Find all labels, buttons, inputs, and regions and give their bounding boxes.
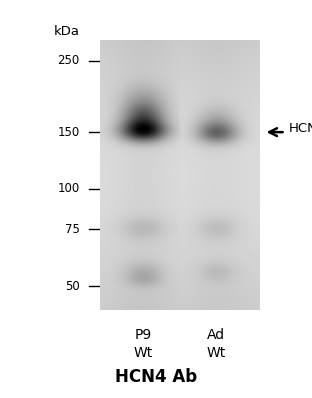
Text: Wt: Wt bbox=[206, 346, 226, 360]
Text: 100: 100 bbox=[57, 182, 80, 195]
Text: 75: 75 bbox=[65, 223, 80, 236]
Text: HCN4 Ab: HCN4 Ab bbox=[115, 368, 197, 386]
Text: HCN4: HCN4 bbox=[289, 122, 312, 135]
Text: kDa: kDa bbox=[54, 25, 80, 38]
Text: 50: 50 bbox=[65, 279, 80, 293]
Text: Wt: Wt bbox=[133, 346, 153, 360]
Text: 250: 250 bbox=[57, 54, 80, 67]
Text: P9: P9 bbox=[134, 328, 151, 342]
Text: 150: 150 bbox=[57, 126, 80, 139]
Text: Ad: Ad bbox=[207, 328, 225, 342]
